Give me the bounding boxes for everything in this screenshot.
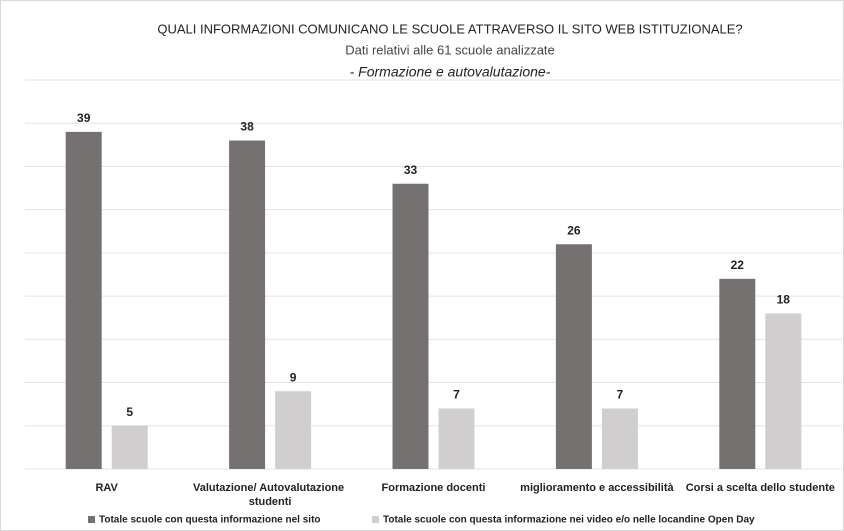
bar	[111, 425, 148, 469]
bar	[65, 131, 102, 469]
legend-label: Totale scuole con questa informazione ne…	[99, 515, 321, 526]
chart-subtitle: Dati relativi alle 61 scuole analizzate	[345, 42, 555, 57]
value-label: 26	[567, 223, 581, 237]
value-label: 39	[77, 111, 91, 125]
value-label: 7	[453, 388, 460, 402]
bar	[229, 140, 266, 469]
chart-title: QUALI INFORMAZIONI COMUNICANO LE SCUOLE …	[157, 21, 742, 36]
legend-label: Totale scuole con questa informazione ne…	[383, 515, 755, 526]
x-tick-label: Formazione docenti	[382, 482, 486, 494]
legend-swatch	[88, 516, 95, 523]
x-tick-label: Corsi a scelta dello studente	[686, 482, 835, 494]
x-tick-label: miglioramento e accessibilità	[520, 482, 674, 494]
x-tick-label: RAV	[95, 482, 118, 494]
bar	[555, 244, 592, 469]
legend-swatch	[372, 516, 379, 523]
value-label: 18	[777, 293, 791, 307]
value-label: 9	[290, 370, 297, 384]
value-label: 7	[617, 388, 624, 402]
bar	[601, 408, 638, 469]
bar	[438, 408, 475, 469]
value-label: 5	[126, 405, 133, 419]
bar	[765, 313, 802, 469]
value-label: 33	[404, 163, 418, 177]
value-label: 22	[731, 258, 745, 272]
value-label: 38	[240, 120, 254, 134]
chart-section: - Formazione e autovalutazione-	[350, 64, 551, 80]
bar	[392, 183, 429, 469]
x-tick-label: Valutazione/ Autovalutazione studenti	[193, 482, 347, 508]
bar	[719, 278, 756, 469]
bar	[275, 391, 312, 469]
